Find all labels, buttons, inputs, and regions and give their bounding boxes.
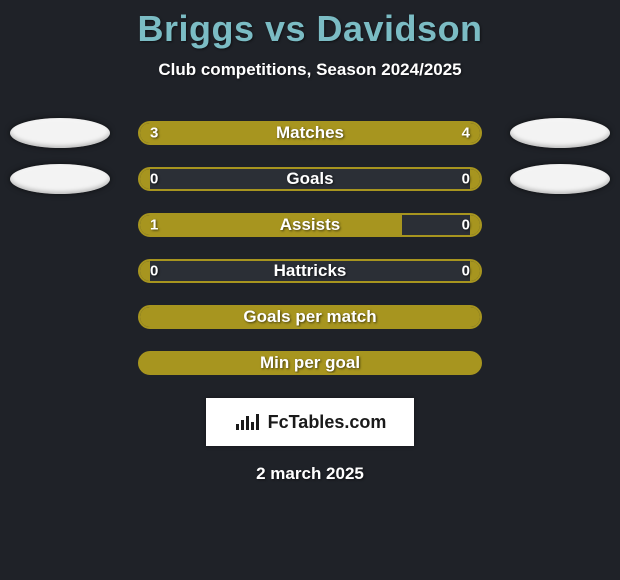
stat-label: Min per goal [140,353,480,373]
stat-bar-right [470,307,480,327]
stat-bar-left [140,169,150,189]
stat-bar-track: Goals0 0 [138,167,482,191]
stat-label: Goals [140,169,480,189]
stat-label: Hattricks [140,261,480,281]
date-label: 2 march 2025 [0,464,620,484]
stat-row: Hattricks0 0 [0,248,620,294]
stat-row: Matches34 [0,110,620,156]
stat-bar-right [470,215,480,235]
player-avatar-left [10,164,110,194]
stat-value-left: 0 [150,171,158,188]
stat-row: Min per goal [0,340,620,386]
player-avatar-right [510,164,610,194]
stat-bar-left [140,123,276,143]
stat-value-right: 0 [462,217,470,234]
stat-value-left: 0 [150,263,158,280]
stat-bar-track: Hattricks0 0 [138,259,482,283]
stat-bar-left [140,215,402,235]
stat-bar-left [140,307,470,327]
player-avatar-left [10,118,110,148]
bar-chart-icon [234,412,262,432]
page-subtitle: Club competitions, Season 2024/2025 [0,60,620,80]
stat-row: Goals per match [0,294,620,340]
stat-bar-left [140,261,150,281]
stat-row: Assists10 [0,202,620,248]
stat-value-right: 0 [462,171,470,188]
player-avatar-right [510,118,610,148]
stat-value-right: 0 [462,263,470,280]
stat-bar-track: Assists10 [138,213,482,237]
branding-badge: FcTables.com [206,398,414,446]
stat-bar-right [470,261,480,281]
branding-text: FcTables.com [268,412,387,433]
stat-bar-track: Matches34 [138,121,482,145]
stat-bar-track: Goals per match [138,305,482,329]
comparison-infographic: Briggs vs Davidson Club competitions, Se… [0,0,620,580]
stat-bar-right [470,169,480,189]
stat-rows: Matches34Goals00Assists10Hattricks00Goal… [0,110,620,386]
stat-bar-right [276,123,480,143]
page-title: Briggs vs Davidson [0,8,620,50]
stat-row: Goals0 0 [0,156,620,202]
stat-bar-track: Min per goal [138,351,482,375]
